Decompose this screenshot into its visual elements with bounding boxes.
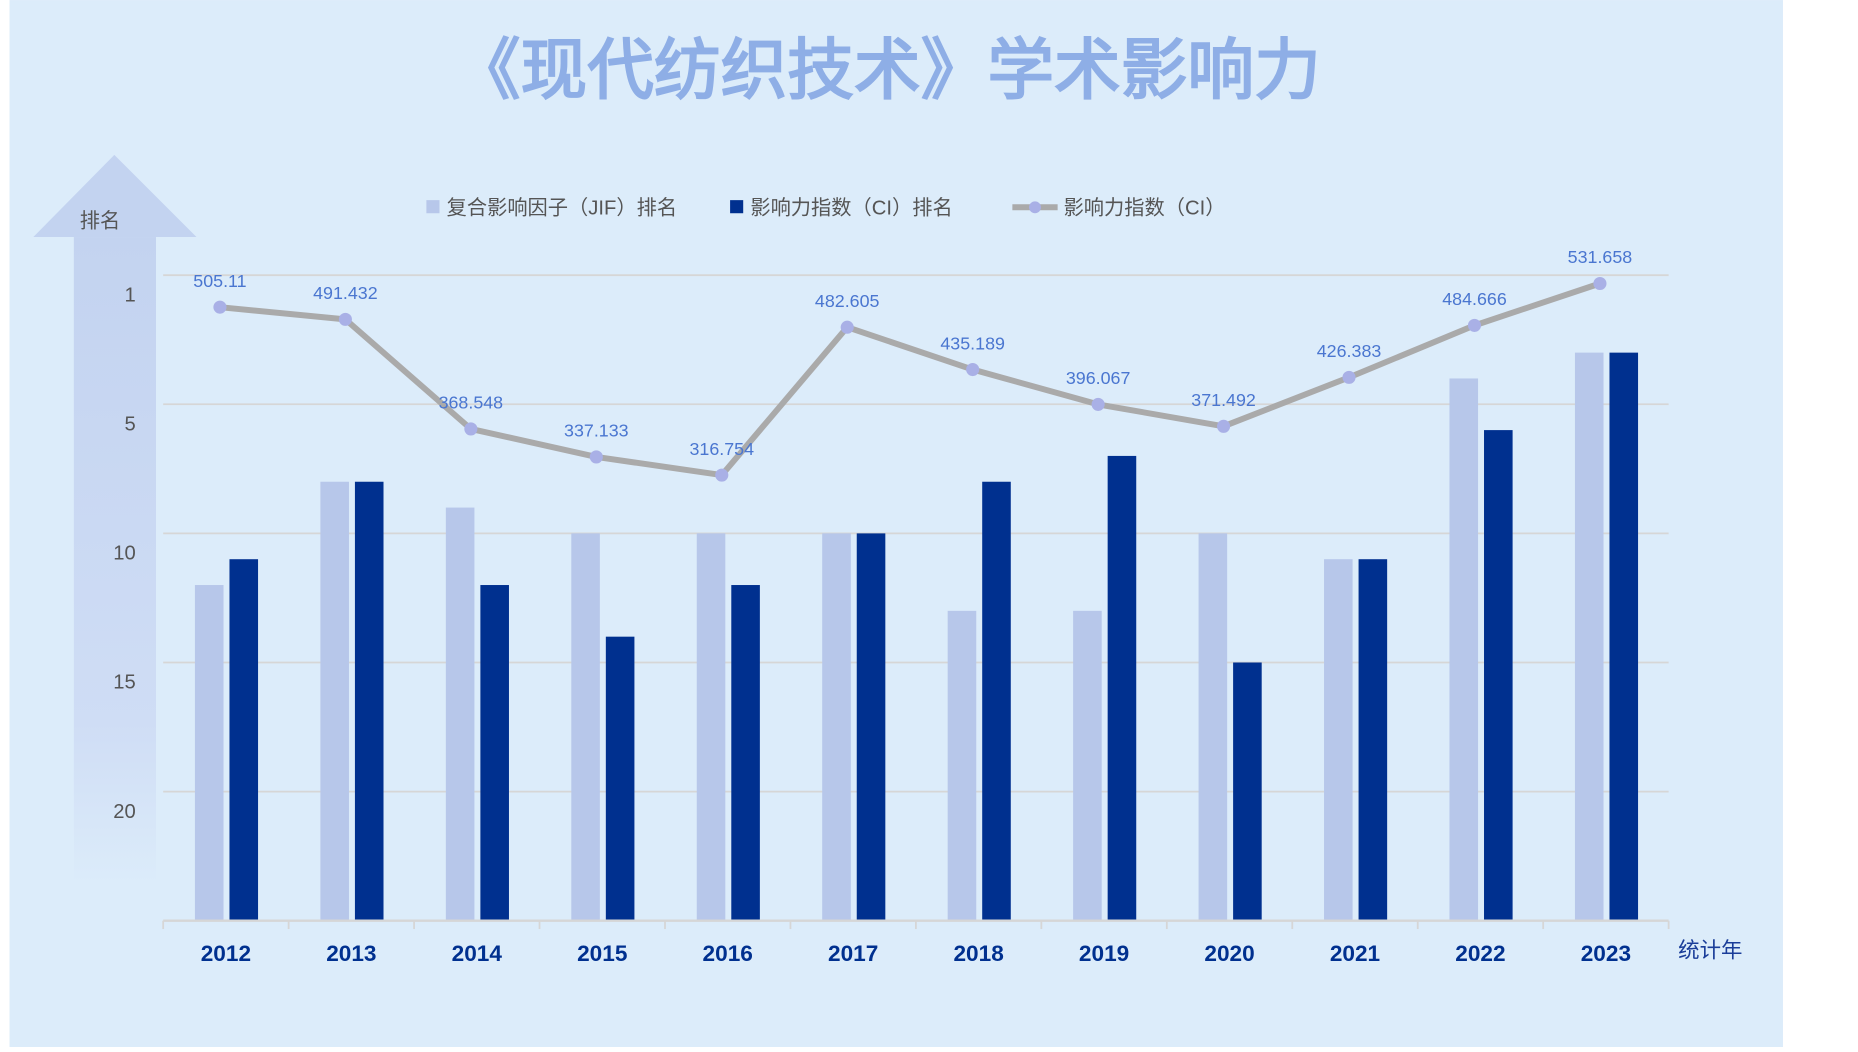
x-tick-label: 2020 (1204, 941, 1254, 966)
y-tick-label: 1 (125, 284, 136, 306)
ci-data-label: 484.666 (1442, 289, 1507, 309)
x-axis: 2012 2013 2014 2015 2016 2017 2018 2019 2020 2021… (162, 919, 1670, 966)
ci-point (966, 362, 980, 377)
bar-jif-rank (947, 610, 977, 921)
x-tick-label: 2023 (1581, 941, 1631, 966)
ci-data-label: 316.754 (689, 439, 754, 459)
ci-data-label: 435.189 (940, 333, 1005, 353)
ci-point (1217, 419, 1231, 433)
bar-ci-rank (229, 559, 259, 921)
chart-title: 《现代纺织技术》学术影响力 (454, 34, 1321, 108)
bar-jif-rank (571, 533, 600, 921)
bar-ci-rank (1358, 559, 1388, 921)
x-tick-label: 2012 (201, 941, 251, 966)
ci-point (213, 300, 227, 314)
bars (194, 352, 1639, 921)
gridlines (163, 274, 1669, 793)
bar-ci-rank (856, 533, 886, 921)
chart-background (9, 0, 1783, 1052)
bar-jif-rank (445, 507, 475, 921)
ci-point (338, 312, 352, 326)
bar-jif-rank (1574, 352, 1604, 921)
ci-data-label: 371.492 (1191, 390, 1256, 410)
ci-data-label: 426.383 (1317, 341, 1382, 361)
ci-data-label: 396.067 (1066, 368, 1131, 388)
x-tick-label: 2022 (1455, 941, 1505, 966)
ci-point (1342, 370, 1356, 384)
legend-swatch-ci-rank (730, 200, 744, 214)
bar-ci-rank (1107, 455, 1137, 921)
x-tick-label: 2021 (1330, 941, 1380, 966)
bar-ci-rank (605, 636, 635, 921)
legend-label-ci: 影响力指数（CI） (1064, 196, 1226, 219)
bar-jif-rank (194, 585, 224, 921)
x-tick-label: 2014 (452, 941, 503, 966)
arrow-shaft (73, 237, 157, 887)
ci-data-label: 491.432 (313, 283, 378, 303)
ci-data-label: 505.11 (193, 271, 246, 291)
bar-jif-rank (1073, 610, 1102, 921)
y-tick-label: 5 (125, 413, 136, 435)
y-tick-label: 10 (113, 543, 136, 565)
bar-jif-rank (696, 533, 726, 921)
rank-arrow: 排名 (33, 154, 197, 887)
legend: 复合影响因子（JIF）排名 影响力指数（CI）排名 影响力指数（CI） (426, 196, 1225, 219)
ci-point (1091, 397, 1105, 411)
legend-swatch-jif (426, 200, 440, 214)
x-tick-label: 2018 (953, 941, 1003, 966)
legend-label-ci-rank: 影响力指数（CI）排名 (750, 196, 952, 219)
x-tick-label: 2013 (326, 941, 376, 966)
bar-jif-rank (822, 533, 851, 921)
ci-data-label: 337.133 (564, 421, 629, 441)
bar-jif-rank (320, 481, 349, 921)
bar-ci-rank (731, 585, 760, 921)
x-tick-label: 2019 (1079, 941, 1129, 966)
ci-line: 505.11 491.432 368.548 337.133 316.754 482.60… (193, 247, 1633, 482)
ci-data-label: 482.605 (815, 291, 880, 311)
y-axis-title: 排名 (80, 210, 120, 233)
ci-data-label: 531.658 (1568, 247, 1633, 267)
arrow-head (33, 154, 197, 238)
bar-ci-rank (1609, 352, 1639, 921)
bar-jif-rank (1198, 533, 1228, 921)
bar-jif-rank (1449, 378, 1479, 921)
ci-point (1593, 276, 1607, 291)
ci-point (715, 468, 729, 482)
x-tick-label: 2017 (828, 941, 878, 966)
bar-ci-rank (480, 585, 509, 921)
y-tick-label: 20 (113, 801, 136, 823)
bar-ci-rank (1233, 662, 1262, 921)
bar-ci-rank (982, 481, 1011, 921)
ci-data-label: 368.548 (439, 393, 504, 413)
y-tick-label: 15 (113, 672, 136, 694)
bar-ci-rank (354, 481, 384, 921)
ci-point (464, 422, 478, 436)
bar-ci-rank (1484, 430, 1513, 921)
ci-line-path (219, 280, 1601, 479)
ci-point (589, 450, 603, 464)
x-tick-label: 2015 (577, 941, 627, 966)
x-tick-label: 2016 (703, 941, 753, 966)
legend-label-jif: 复合影响因子（JIF）排名 (447, 196, 677, 219)
ci-point (840, 320, 854, 334)
ci-point (1467, 318, 1482, 332)
legend-marker-ci (1029, 201, 1041, 214)
bar-jif-rank (1324, 559, 1353, 921)
x-axis-title: 统计年 (1678, 939, 1742, 963)
